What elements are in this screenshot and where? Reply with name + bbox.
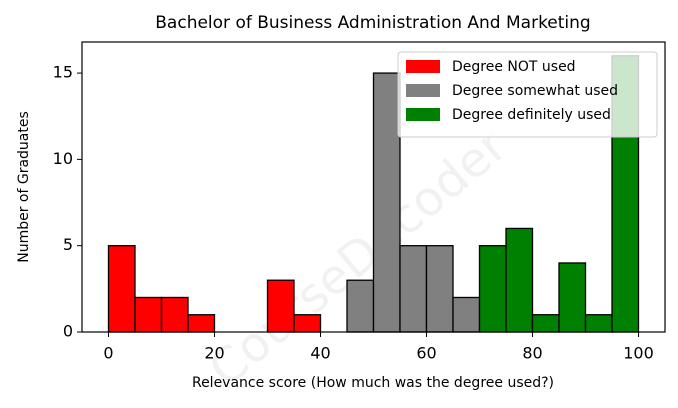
x-tick-label: 60: [416, 344, 436, 363]
bar: [293, 314, 322, 333]
y-axis-label: Number of Graduates: [16, 111, 32, 263]
x-tick-label: 20: [204, 344, 224, 363]
chart-title: Bachelor of Business Administration And …: [155, 13, 590, 33]
bar: [346, 279, 375, 333]
bar: [478, 245, 507, 333]
bar: [266, 279, 295, 333]
bar: [187, 314, 216, 333]
legend: Degree NOT used Degree somewhat used Degre…: [397, 51, 658, 138]
bar: [372, 72, 401, 333]
y-tick-label: 0: [63, 322, 73, 341]
legend-label: Degree somewhat used: [452, 83, 618, 99]
x-axis-label: Relevance score (How much was the degree…: [192, 375, 554, 391]
bar: [399, 245, 428, 333]
legend-label: Degree NOT used: [452, 59, 576, 75]
bar: [452, 296, 481, 333]
legend-swatch: [406, 84, 440, 97]
bar: [134, 296, 163, 333]
bar: [107, 245, 136, 333]
bar: [531, 314, 560, 333]
bar: [505, 227, 534, 333]
bar: [425, 245, 454, 333]
x-tick-label: 40: [310, 344, 330, 363]
legend-box: [397, 51, 658, 138]
bar: [160, 296, 189, 333]
legend-swatch: [406, 108, 440, 121]
plot-frame: [81, 41, 666, 333]
y-tick-label: 10: [53, 149, 73, 168]
x-tick-label: 100: [623, 344, 654, 363]
x-tick-label: 0: [103, 344, 113, 363]
bar: [558, 262, 587, 333]
legend-label: Degree definitely used: [452, 107, 611, 123]
watermark: CourseDecoder: [199, 117, 518, 398]
legend-swatch: [406, 60, 440, 73]
x-tick-label: 80: [522, 344, 542, 363]
y-tick-label: 15: [53, 63, 73, 82]
y-tick-label: 5: [63, 235, 73, 254]
bar: [584, 314, 613, 333]
